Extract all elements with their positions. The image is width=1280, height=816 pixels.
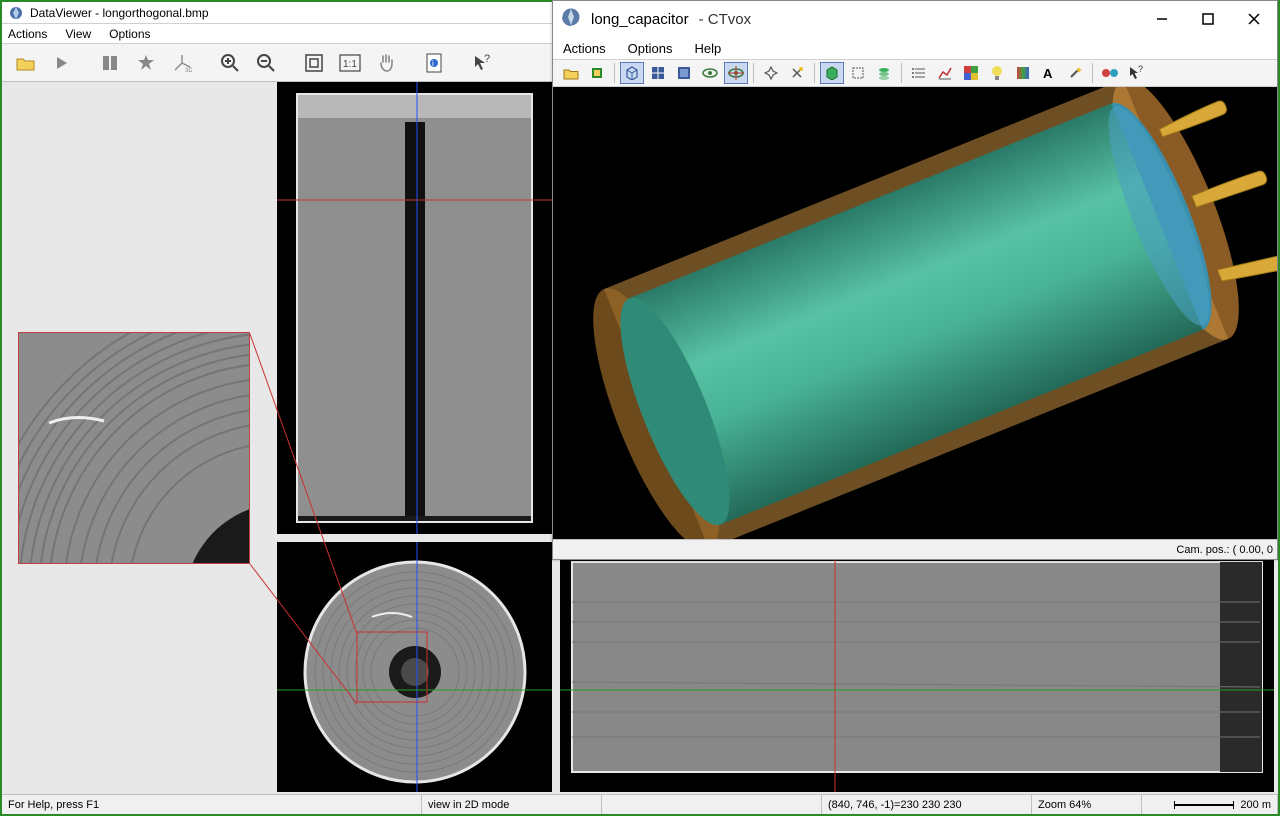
dataviewer-app-icon <box>8 5 24 21</box>
status-help: For Help, press F1 <box>8 799 99 811</box>
status-scale: 200 m <box>1240 799 1271 811</box>
close-icon[interactable] <box>1231 3 1277 35</box>
svg-text:1:1: 1:1 <box>343 59 357 70</box>
ctvox-statusbar: Cam. pos.: ( 0.00, 0 <box>553 539 1277 559</box>
info-icon[interactable]: i <box>418 48 450 78</box>
help-pointer-icon[interactable]: ? <box>466 48 498 78</box>
ctvox-cam-pos: Cam. pos.: ( 0.00, 0 <box>1176 544 1273 556</box>
ctvox-app-icon <box>561 7 581 31</box>
menu-actions[interactable]: Actions <box>8 27 47 41</box>
ct-palette-icon[interactable] <box>1011 62 1035 84</box>
open-icon[interactable] <box>10 48 42 78</box>
zoom-out-icon[interactable] <box>250 48 282 78</box>
menu-options[interactable]: Options <box>109 27 150 41</box>
slice-panel-top[interactable] <box>277 82 552 534</box>
dataviewer-title: DataViewer - longorthogonal.bmp <box>30 6 209 20</box>
ct-chart-icon[interactable] <box>933 62 957 84</box>
ctvox-window: long_capacitor - CTvox Actions Options H… <box>552 0 1278 560</box>
ctvox-menubar: Actions Options Help <box>553 37 1277 59</box>
ct-help-pointer-icon[interactable]: ? <box>1124 62 1148 84</box>
ct-grid-icon[interactable] <box>646 62 670 84</box>
ct-glasses-icon[interactable] <box>1098 62 1122 84</box>
zoom-inset <box>18 332 250 564</box>
ct-fx-icon[interactable] <box>785 62 809 84</box>
slice-panel-coronal[interactable] <box>560 542 1274 792</box>
ct-cube-icon[interactable] <box>620 62 644 84</box>
axes3d-icon[interactable]: 3D <box>166 48 198 78</box>
scale-bar-icon <box>1174 800 1234 810</box>
ct-new-icon[interactable] <box>585 62 609 84</box>
slice-panel-axial[interactable] <box>277 542 552 792</box>
ctvox-doc-title: long_capacitor <box>591 11 689 28</box>
zoom-in-icon[interactable] <box>214 48 246 78</box>
crop-icon[interactable] <box>94 48 126 78</box>
ctvox-titlebar[interactable]: long_capacitor - CTvox <box>553 1 1277 37</box>
pan-icon[interactable] <box>370 48 402 78</box>
play-icon[interactable] <box>46 48 78 78</box>
dataviewer-statusbar: For Help, press F1 view in 2D mode (840,… <box>2 794 1278 814</box>
ct-text-a-icon[interactable]: A <box>1037 62 1061 84</box>
ct-layers-icon[interactable] <box>672 62 696 84</box>
ct-box-green-icon[interactable] <box>820 62 844 84</box>
ctvox-3d-viewport[interactable] <box>553 87 1277 539</box>
svg-text:i: i <box>432 59 434 68</box>
ct-snap-icon[interactable] <box>759 62 783 84</box>
menu-view[interactable]: View <box>65 27 91 41</box>
ct-rgb-icon[interactable] <box>959 62 983 84</box>
status-zoom: Zoom 64% <box>1038 799 1091 811</box>
maximize-icon[interactable] <box>1185 3 1231 35</box>
ctvox-menu-help[interactable]: Help <box>694 41 721 56</box>
status-mode: view in 2D mode <box>428 799 509 811</box>
ct-list-icon[interactable] <box>907 62 931 84</box>
one-to-one-icon[interactable]: 1:1 <box>334 48 366 78</box>
svg-text:?: ? <box>484 53 490 65</box>
svg-text:3D: 3D <box>185 68 192 73</box>
ctvox-app-title: - CTvox <box>699 11 752 28</box>
ct-stack-icon[interactable] <box>872 62 896 84</box>
ct-bulb-icon[interactable] <box>985 62 1009 84</box>
ctvox-toolbar: A ? <box>553 59 1277 87</box>
ctvox-menu-actions[interactable]: Actions <box>563 41 606 56</box>
ct-wand-icon[interactable] <box>1063 62 1087 84</box>
fit-icon[interactable] <box>298 48 330 78</box>
star-icon[interactable] <box>130 48 162 78</box>
svg-text:A: A <box>1043 66 1053 80</box>
ct-open-icon[interactable] <box>559 62 583 84</box>
ctvox-menu-options[interactable]: Options <box>628 41 673 56</box>
svg-text:?: ? <box>1138 65 1143 74</box>
ct-eye-icon[interactable] <box>698 62 722 84</box>
minimize-icon[interactable] <box>1139 3 1185 35</box>
ct-eye-cross-icon[interactable] <box>724 62 748 84</box>
status-coords: (840, 746, -1)=230 230 230 <box>828 799 962 811</box>
ct-lasso-icon[interactable] <box>846 62 870 84</box>
